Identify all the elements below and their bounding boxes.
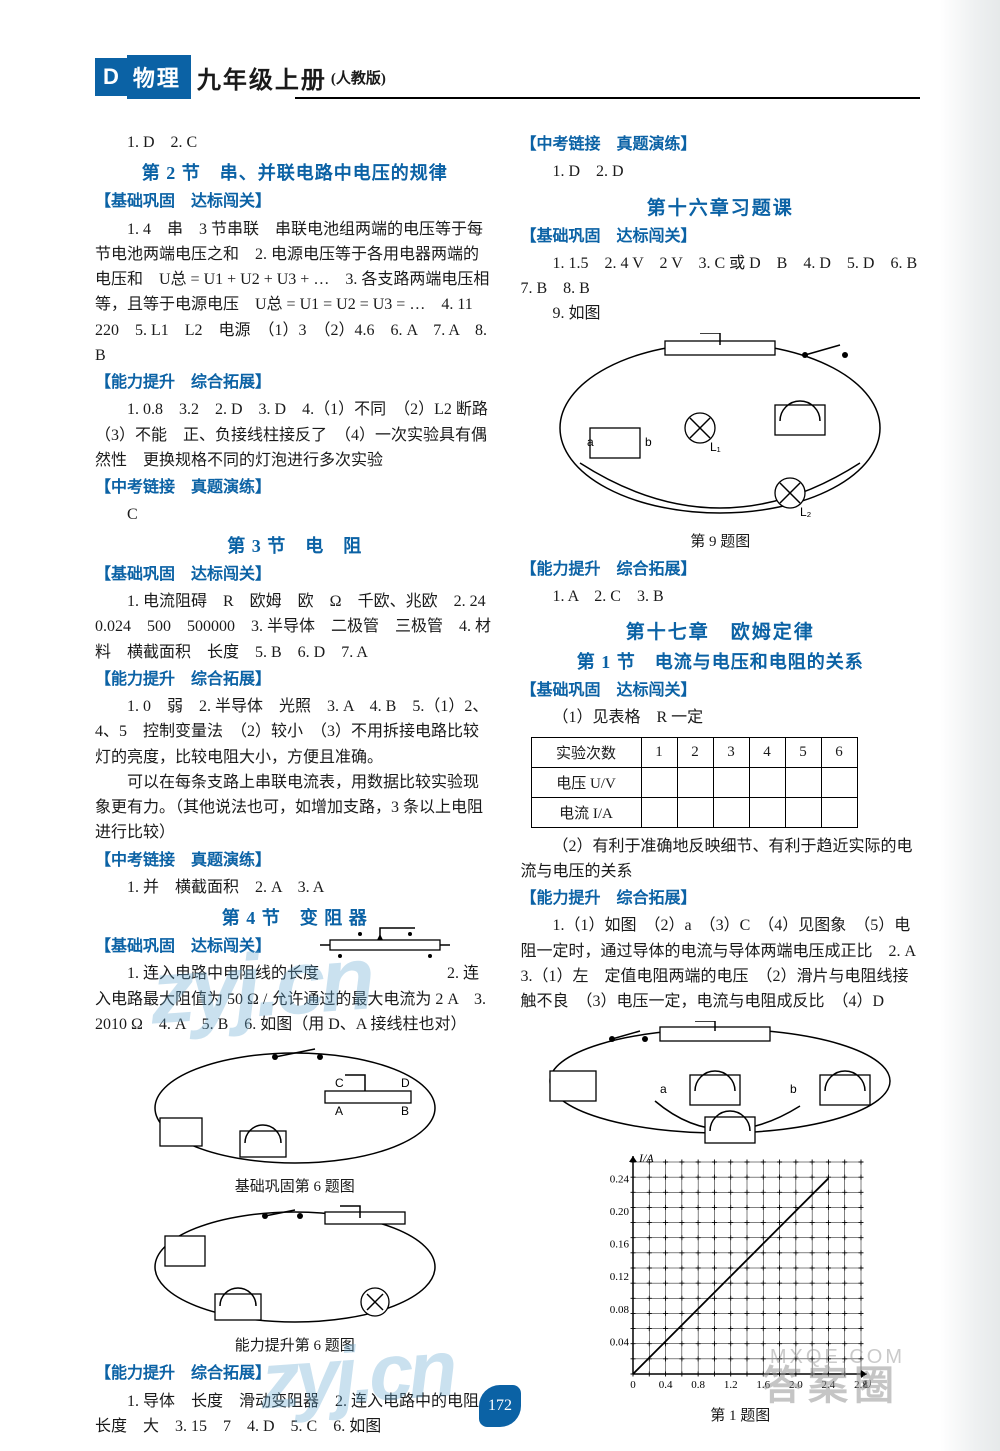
table-cell: 2	[677, 737, 713, 767]
sec4-advance-body: 1. 导体 长度 滑动变阻器 2. 连入电路中的电阻长度 大 3. 15 7 4…	[95, 1389, 495, 1440]
svg-text:U/V: U/V	[863, 1377, 871, 1391]
s17-chart: 00.40.81.21.62.02.42.80.040.080.120.160.…	[591, 1152, 871, 1402]
table-cell: 1	[641, 737, 677, 767]
svg-text:a: a	[587, 435, 594, 449]
table-cell: 电压 U/V	[531, 767, 641, 797]
c16-fig9: L₁ L₂ a b 第 9 题图	[521, 333, 921, 551]
svg-text:0: 0	[630, 1379, 636, 1391]
c16-fig9-cap: 第 9 题图	[521, 530, 921, 551]
svg-text:D: D	[401, 1076, 410, 1090]
c16-basic-head: 【基础巩固 达标闯关】	[521, 224, 921, 249]
svg-text:b: b	[645, 435, 652, 449]
sec4-fig6b-caption: 能力提升第 6 题图	[95, 1334, 495, 1355]
sec3-basic-body: 1. 电流阻碍 R 欧姆 欧 Ω 千欧、兆欧 2. 24 0.024 500 5…	[95, 589, 495, 665]
c16-basic-body: 1. 1.5 2. 4 V 2 V 3. C 或 D B 4. D 5. D 6…	[521, 251, 921, 302]
rheostat-icon	[320, 926, 450, 962]
right-link-head: 【中考链接 真题演练】	[521, 132, 921, 157]
sec2-basic-head: 【基础巩固 达标闯关】	[95, 189, 495, 214]
svg-text:0.8: 0.8	[691, 1379, 705, 1391]
s17-table: 实验次数 1 2 3 4 5 6 电压 U/V 电流 I/A	[531, 737, 858, 828]
c16-adv-body: 1. A 2. C 3. B	[521, 584, 921, 609]
svg-text:A: A	[335, 1104, 343, 1118]
section2-title: 第 2 节 串、并联电路中电压的规律	[95, 159, 495, 185]
sec4-basic-body: 1. 连入电路中电阻线的长度 2. 连入电路最大阻值为 50 Ω / 允许通过的…	[95, 961, 495, 1037]
sec2-exam-head: 【中考链接 真题演练】	[95, 475, 495, 500]
svg-text:I/A: I/A	[638, 1152, 654, 1165]
badge-grade: 九年级上册	[197, 60, 327, 95]
right-link-body: 1. D 2. D	[521, 159, 921, 184]
sec3-advance-body: 1. 0 弱 2. 半导体 光照 3. A 4. B 5.（1）2、4、5 控制…	[95, 694, 495, 770]
sec3-exam-body: 1. 并 横截面积 2. A 3. A	[95, 875, 495, 900]
svg-text:2.4: 2.4	[821, 1379, 835, 1391]
svg-text:2.0: 2.0	[788, 1379, 802, 1391]
sec4-fig6-caption: 基础巩固第 6 题图	[95, 1175, 495, 1196]
sec2-basic-body: 1. 4 串 3 节串联 串联电池组两端的电压等于每节电池两端电压之和 2. 电…	[95, 217, 495, 369]
s17-fig1-circuit: ab	[521, 1021, 921, 1146]
answers-top: 1. D 2. C	[95, 130, 495, 155]
c16-adv-head: 【能力提升 综合拓展】	[521, 557, 921, 582]
svg-text:0.08: 0.08	[609, 1303, 629, 1315]
table-cell: 5	[785, 737, 821, 767]
svg-text:a: a	[660, 1082, 667, 1096]
page-torn-edge	[940, 0, 1000, 1451]
sec2-exam-body: C	[95, 502, 495, 527]
sec4-fig6b: 能力提升第 6 题图	[95, 1202, 495, 1355]
c16-basic-9: 9. 如图	[521, 301, 921, 326]
svg-text:0.16: 0.16	[609, 1238, 629, 1250]
table-row: 实验次数 1 2 3 4 5 6	[531, 737, 857, 767]
table-cell: 3	[713, 737, 749, 767]
svg-text:1.2: 1.2	[723, 1379, 737, 1391]
sec3-advance-body2: 可以在每条支路上串联电流表，用数据比较实验现象更有力。（其他说法也可，如增加支路…	[95, 770, 495, 846]
svg-text:B: B	[401, 1104, 409, 1118]
svg-text:L₁: L₁	[710, 440, 721, 454]
svg-text:0.24: 0.24	[609, 1173, 629, 1185]
sec4-fig6: C D A B 基础巩固第 6 题图	[95, 1043, 495, 1196]
table-cell: 电流 I/A	[531, 797, 641, 827]
svg-text:0.04: 0.04	[609, 1336, 629, 1348]
svg-text:L₂: L₂	[800, 505, 812, 519]
section3-title: 第 3 节 电 阻	[95, 532, 495, 558]
s17-basic-head: 【基础巩固 达标闯关】	[521, 678, 921, 703]
right-column: 【中考链接 真题演练】 1. D 2. D 第十六章习题课 【基础巩固 达标闯关…	[521, 130, 921, 1439]
table-cell: 6	[821, 737, 857, 767]
s17-basic-pre: （1）见表格 R 一定	[521, 705, 921, 730]
badge-letter: D	[95, 58, 127, 96]
sec4-advance-head: 【能力提升 综合拓展】	[95, 1361, 495, 1386]
table-cell: 实验次数	[531, 737, 641, 767]
svg-text:0.12: 0.12	[609, 1271, 628, 1283]
header-rule	[295, 97, 920, 99]
svg-text:0.20: 0.20	[609, 1205, 629, 1217]
sec3-basic-head: 【基础巩固 达标闯关】	[95, 562, 495, 587]
svg-text:0.4: 0.4	[658, 1379, 672, 1391]
sec2-advance-head: 【能力提升 综合拓展】	[95, 370, 495, 395]
table-row: 电压 U/V	[531, 767, 857, 797]
chap17-title: 第十七章 欧姆定律	[521, 617, 921, 644]
s17-fig1-cap: 第 1 题图	[561, 1404, 921, 1425]
s17-basic-post: （2）有利于准确地反映细节、有利于趋近实际的电流与电压的关系	[521, 834, 921, 885]
table-row: 电流 I/A	[531, 797, 857, 827]
svg-text:b: b	[790, 1082, 797, 1096]
sec2-advance-body: 1. 0.8 3.2 2. D 3. D 4.（1）不同 （2）L2 断路 （3…	[95, 397, 495, 473]
content-columns: 1. D 2. C 第 2 节 串、并联电路中电压的规律 【基础巩固 达标闯关】…	[95, 130, 920, 1439]
svg-text:1.6: 1.6	[756, 1379, 770, 1391]
left-column: 1. D 2. C 第 2 节 串、并联电路中电压的规律 【基础巩固 达标闯关】…	[95, 130, 495, 1439]
chap16-title: 第十六章习题课	[521, 193, 921, 220]
badge-edition: (人教版)	[331, 67, 386, 88]
badge-subject: 物理	[127, 55, 191, 99]
table-cell: 4	[749, 737, 785, 767]
s17-adv-head: 【能力提升 综合拓展】	[521, 886, 921, 911]
sec3-exam-head: 【中考链接 真题演练】	[95, 848, 495, 873]
page-number: 172	[479, 1385, 521, 1427]
svg-text:C: C	[335, 1076, 344, 1090]
sec3-advance-head: 【能力提升 综合拓展】	[95, 667, 495, 692]
sec17-1-title: 第 1 节 电流与电压和电阻的关系	[521, 648, 921, 674]
page-header: D 物理 九年级上册 (人教版)	[95, 55, 386, 99]
s17-adv-body: 1.（1）如图 （2）a （3）C （4）见图象 （5）电阻一定时，通过导体的电…	[521, 913, 921, 1014]
